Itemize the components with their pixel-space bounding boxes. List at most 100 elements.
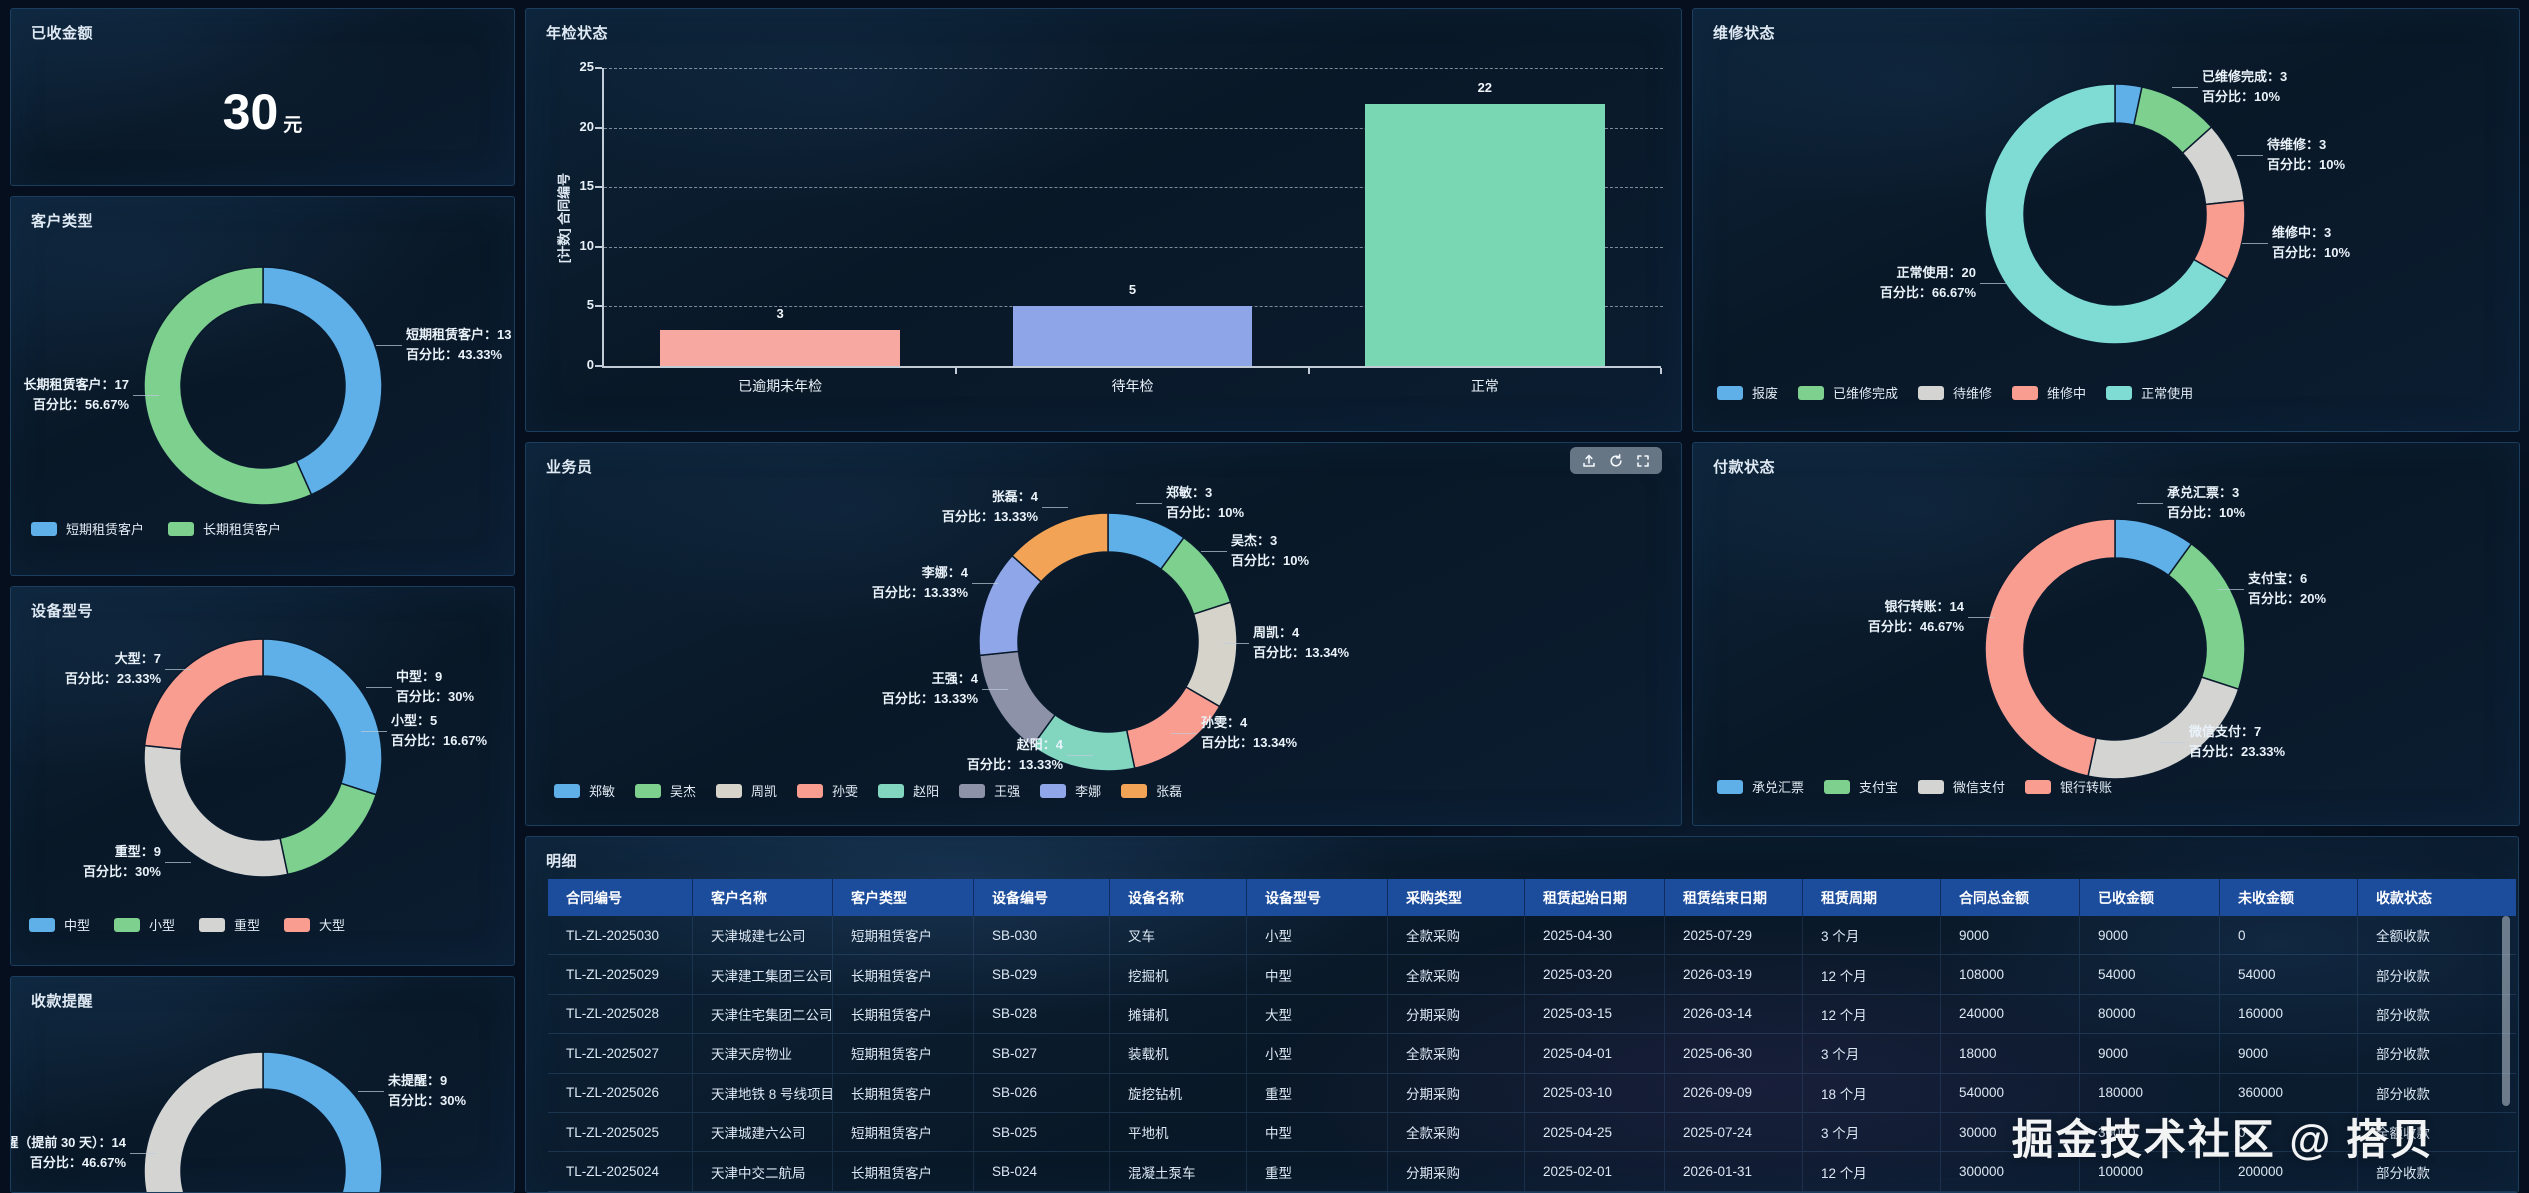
table-cell: 长期租赁客户 <box>833 994 974 1034</box>
gridline <box>604 187 1663 189</box>
column-header[interactable]: 租赁起始日期 <box>1525 879 1665 916</box>
legend-item[interactable]: 支付宝 <box>1824 777 1898 796</box>
leader-line <box>2172 87 2198 89</box>
leader-line <box>1042 507 1068 509</box>
table-cell: SB-027 <box>974 1034 1110 1073</box>
legend-label: 张磊 <box>1156 784 1183 799</box>
y-tick-mark <box>595 67 602 69</box>
legend-item[interactable]: 维修中 <box>2012 383 2086 402</box>
table-row[interactable]: TL-ZL-2025028 天津住宅集团二公司 长期租赁客户 SB-028 摊铺机 大型分… <box>548 994 2516 1035</box>
table-row[interactable]: TL-ZL-2025030 天津城建七公司 短期租赁客户 SB-030 叉车 小型 全款采购… <box>548 916 2516 956</box>
legend-item[interactable]: 重型 <box>199 915 260 934</box>
legend-item[interactable]: 短期租赁客户 <box>31 519 144 538</box>
table-row[interactable]: TL-ZL-2025024 天津中交二航局 长期租赁客户 SB-024 混凝土泵车 重型分… <box>548 1152 2516 1192</box>
payment-status-donut-chart[interactable] <box>1984 518 2246 785</box>
column-header[interactable]: 设备型号 <box>1247 879 1388 916</box>
panel-title: 业务员 <box>546 459 593 476</box>
legend-item[interactable]: 已维修完成 <box>1798 383 1898 402</box>
legend-item[interactable]: 微信支付 <box>1918 777 2005 796</box>
legend-item[interactable]: 李娜 <box>1040 781 1101 800</box>
legend-item[interactable]: 郑敏 <box>554 781 615 800</box>
salesperson-donut-chart[interactable] <box>978 512 1238 777</box>
table-cell: SB-026 <box>974 1073 1110 1112</box>
table-cell: 短期租赁客户 <box>833 916 974 955</box>
panel-title: 付款状态 <box>1713 459 1776 476</box>
chart-callout: 王强：4 百分比：13.33% <box>858 669 1008 709</box>
column-header[interactable]: 设备编号 <box>974 879 1110 916</box>
chart-callout: 大型：7 百分比：23.33% <box>11 649 191 689</box>
legend-item[interactable]: 中型 <box>29 915 90 934</box>
legend-item[interactable]: 承兑汇票 <box>1717 777 1804 796</box>
legend-swatch <box>1798 385 1825 400</box>
legend-label: 正常使用 <box>2141 386 2194 401</box>
legend-item[interactable]: 吴杰 <box>635 781 696 800</box>
chart-callout: 长期租赁客户：17 百分比：56.67% <box>11 375 159 415</box>
table-cell: 旋挖钻机 <box>1110 1073 1247 1112</box>
table-row[interactable]: TL-ZL-2025025 天津城建六公司 短期租赁客户 SB-025 平地机 中型 全款采… <box>548 1112 2516 1153</box>
table-cell: 12 个月 <box>1803 994 1941 1034</box>
legend-swatch <box>168 521 195 536</box>
column-header[interactable]: 合同编号 <box>548 879 693 916</box>
table-cell: 部分收款 <box>2376 968 2430 984</box>
table-cell: 天津城建七公司 <box>693 916 833 955</box>
maintenance-status-donut-chart[interactable] <box>1984 83 2246 350</box>
legend-item[interactable]: 报废 <box>1717 383 1778 402</box>
watermark: 掘金技术社区 @ 搭贝 <box>2011 1116 2434 1163</box>
legend-swatch <box>114 917 141 932</box>
bar[interactable] <box>1365 103 1605 366</box>
table-scrollbar[interactable] <box>2502 916 2510 1106</box>
column-header[interactable]: 客户名称 <box>693 879 833 916</box>
table-header-row: 合同编号 客户名称 客户类型 设备编号 设备名称 设备型号 采购类型 租赁起始日期 租赁结束日期… <box>548 879 2516 916</box>
column-header[interactable]: 租赁周期 <box>1803 879 1941 916</box>
legend-item[interactable]: 赵阳 <box>878 781 939 800</box>
column-header[interactable]: 设备名称 <box>1110 879 1247 916</box>
legend-item[interactable]: 待维修 <box>1918 383 1992 402</box>
leader-line <box>2137 503 2163 505</box>
table-row[interactable]: TL-ZL-2025027 天津天房物业 短期租赁客户 SB-027 装载机 小型 全款采购… <box>548 1034 2516 1074</box>
panel-maintenance-status: 维修状态 已维修完成：3 百分比：10% 待维修：3 百分比：10% 维修中：3… <box>1692 8 2520 432</box>
refresh-icon[interactable] <box>1608 453 1624 469</box>
column-header[interactable]: 客户类型 <box>833 879 974 916</box>
fullscreen-icon[interactable] <box>1635 453 1651 469</box>
payment-reminder-donut-chart[interactable] <box>143 1051 383 1192</box>
table-cell: SB-024 <box>974 1152 1110 1191</box>
table-cell: 挖掘机 <box>1110 955 1247 994</box>
annual-inspection-bar-chart[interactable]: 0 5 10 15 20 25 3 已逾期未年检 5 待年检 22 正常 <box>580 59 1663 394</box>
chart-callout: 小型：5 百分比：16.67% <box>361 711 487 751</box>
column-header[interactable]: 已收金额 <box>2080 879 2220 916</box>
table-cell: 30000 <box>2080 1112 2220 1152</box>
table-row[interactable]: TL-ZL-2025026 天津地铁 8 号线项目 长期租赁客户 SB-026 旋挖钻机… <box>548 1073 2516 1113</box>
legend-item[interactable]: 大型 <box>284 915 345 934</box>
column-header[interactable]: 收款状态 <box>2376 889 2432 906</box>
column-header[interactable]: 租赁结束日期 <box>1665 879 1803 916</box>
legend-item[interactable]: 张磊 <box>1121 781 1182 800</box>
legend-item[interactable]: 银行转账 <box>2025 777 2112 796</box>
table-row[interactable]: TL-ZL-2025029 天津建工集团三公司 长期租赁客户 SB-029 挖掘机 中型全… <box>548 955 2516 995</box>
legend-label: 孙雯 <box>832 784 859 799</box>
legend-item[interactable]: 孙雯 <box>797 781 858 800</box>
legend-item[interactable]: 长期租赁客户 <box>168 519 281 538</box>
legend-item[interactable]: 正常使用 <box>2106 383 2193 402</box>
column-header[interactable]: 合同总金额 <box>1941 879 2080 916</box>
legend-swatch <box>31 521 57 536</box>
bar[interactable] <box>1012 306 1253 366</box>
legend-item[interactable]: 小型 <box>114 915 175 934</box>
bar[interactable] <box>660 330 900 366</box>
panel-title: 设备型号 <box>31 603 94 620</box>
table-cell: 小型 <box>1247 916 1388 955</box>
table-cell: 长期租赁客户 <box>833 955 974 994</box>
legend-item[interactable]: 周凯 <box>716 781 777 800</box>
table-cell: 9000 <box>2220 1034 2358 1073</box>
legend-label: 王强 <box>994 784 1021 799</box>
panel-payment-reminder: 收款提醒 未提醒：9 百分比：30% 醒（提前 30 天）：14 百分比：46.… <box>10 976 515 1193</box>
customer-type-donut-chart[interactable] <box>143 266 383 511</box>
chart-callout: 承兑汇票：3 百分比：10% <box>2137 483 2245 523</box>
column-header[interactable]: 未收金额 <box>2220 879 2358 916</box>
legend-item[interactable]: 王强 <box>959 781 1020 800</box>
chart-callout: 郑敏：3 百分比：10% <box>1136 483 1244 523</box>
table-cell: SB-028 <box>974 994 1110 1034</box>
column-header[interactable]: 采购类型 <box>1388 879 1525 916</box>
export-icon[interactable] <box>1581 453 1597 469</box>
device-model-donut-chart[interactable] <box>143 638 383 883</box>
leader-line <box>1968 617 1994 619</box>
